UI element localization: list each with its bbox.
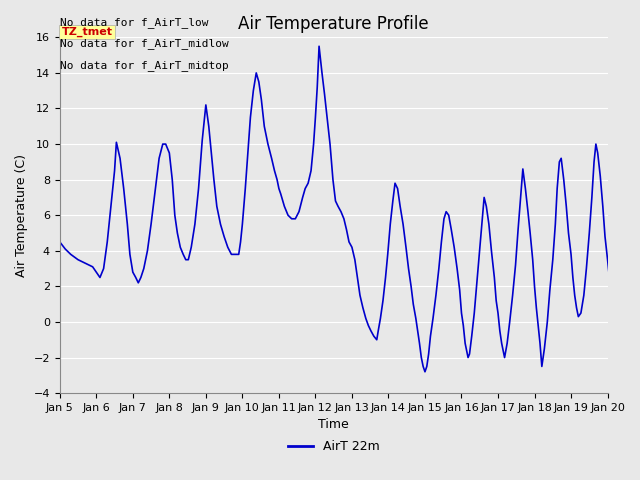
- Y-axis label: Air Temperature (C): Air Temperature (C): [15, 154, 28, 277]
- Title: Air Temperature Profile: Air Temperature Profile: [238, 15, 429, 33]
- Text: No data for f_AirT_midlow: No data for f_AirT_midlow: [60, 38, 228, 49]
- X-axis label: Time: Time: [318, 419, 349, 432]
- Legend: AirT 22m: AirT 22m: [283, 435, 385, 458]
- Text: No data for f_AirT_low: No data for f_AirT_low: [60, 17, 208, 28]
- Text: No data for f_AirT_midtop: No data for f_AirT_midtop: [60, 60, 228, 71]
- Text: TZ_tmet: TZ_tmet: [61, 27, 113, 37]
